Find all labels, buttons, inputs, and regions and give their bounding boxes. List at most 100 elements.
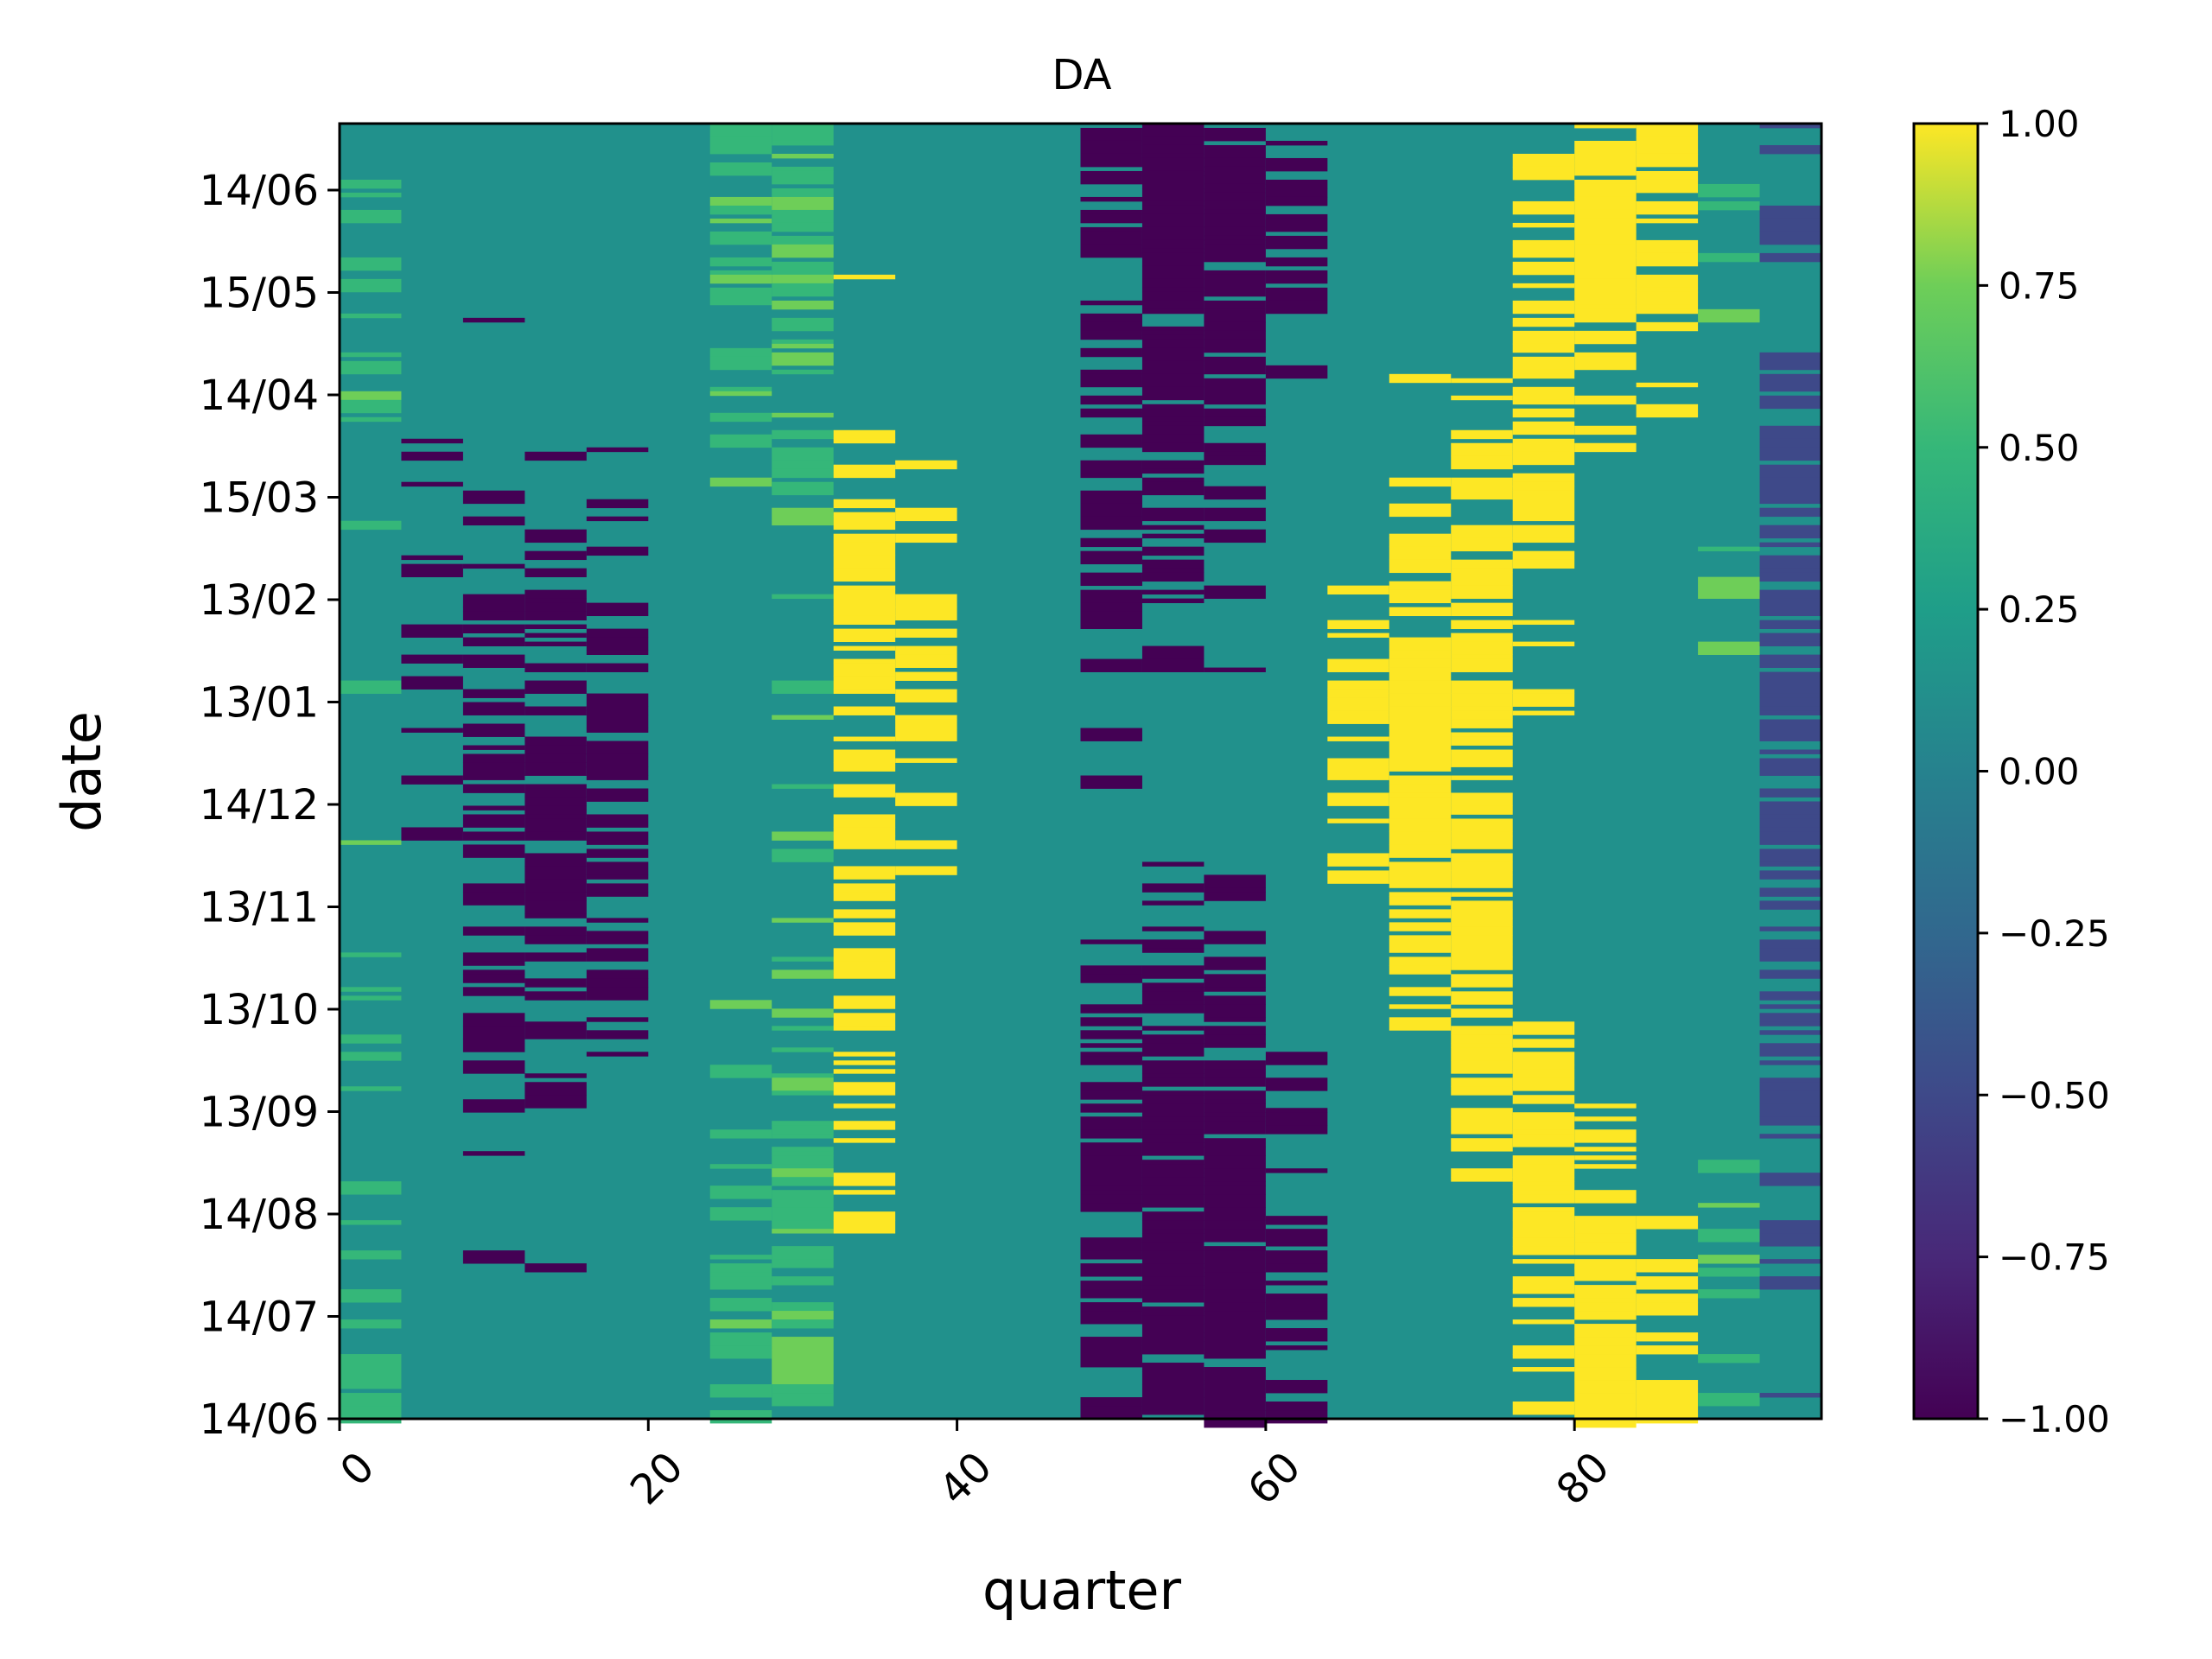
heatmap-cell (1759, 814, 1821, 819)
heatmap-cell (1451, 1043, 1513, 1048)
heatmap-cell (1574, 442, 1637, 453)
y-tick-label: 14/06 (200, 1395, 319, 1444)
heatmap-cell (586, 715, 649, 728)
heatmap-cell (1759, 1393, 1821, 1398)
heatmap-cell (1574, 1380, 1637, 1394)
heatmap-cell (524, 900, 587, 914)
heatmap-cell (772, 1190, 834, 1195)
heatmap-cell (1080, 1311, 1142, 1325)
heatmap-cell (772, 1259, 834, 1268)
heatmap-cell (1451, 918, 1513, 927)
heatmap-cell (709, 300, 772, 306)
heatmap-cell (1451, 632, 1513, 642)
heatmap-cell (1389, 957, 1452, 966)
heatmap-cell (1141, 1116, 1205, 1122)
heatmap-cell (1204, 1220, 1266, 1230)
y-tick-label: 13/09 (200, 1089, 319, 1137)
heatmap-cell (1759, 352, 1821, 366)
heatmap-cell (1265, 196, 1328, 207)
heatmap-cell (1574, 1402, 1637, 1407)
heatmap-cell (833, 948, 896, 962)
heatmap-cell (772, 170, 834, 185)
heatmap-cell (340, 278, 402, 293)
heatmap-cell (462, 961, 525, 966)
heatmap-cell (1080, 412, 1142, 418)
heatmap-cell (1512, 1298, 1575, 1307)
heatmap-cell (1574, 1302, 1637, 1312)
heatmap-cell (1327, 857, 1389, 867)
heatmap-cell (1080, 196, 1142, 202)
heatmap-cell (772, 969, 834, 979)
heatmap-cell (1141, 326, 1205, 332)
heatmap-cell (524, 568, 587, 578)
heatmap-cell (1512, 490, 1575, 500)
y-tick-label: 13/11 (200, 884, 319, 932)
heatmap-cell (833, 676, 896, 690)
heatmap-cell (833, 615, 896, 626)
heatmap-cell (1080, 1250, 1142, 1255)
heatmap-cell (586, 546, 649, 556)
heatmap-cell (1512, 1134, 1575, 1147)
heatmap-cell (586, 892, 649, 897)
heatmap-cell (1574, 270, 1637, 280)
heatmap-cell (1204, 128, 1266, 142)
heatmap-cell (772, 209, 834, 224)
heatmap-cell (1080, 1203, 1142, 1212)
heatmap-cell (833, 537, 896, 543)
heatmap-cell (1451, 935, 1513, 944)
heatmap-cell (1389, 537, 1452, 548)
colorbar-tick-label: −0.50 (1999, 1074, 2110, 1116)
heatmap-cell (709, 196, 772, 207)
heatmap-cell (1759, 425, 1821, 440)
heatmap-cell (772, 124, 834, 129)
heatmap-cell (833, 429, 896, 440)
heatmap-cell (1759, 533, 1821, 539)
heatmap-cell (1141, 559, 1205, 569)
heatmap-cell (1265, 235, 1328, 250)
plot-frame (338, 122, 1823, 1421)
heatmap-cell (1698, 576, 1760, 587)
heatmap-cell (1080, 572, 1142, 587)
heatmap-cell (524, 706, 587, 711)
heatmap-cell (1759, 710, 1821, 715)
heatmap-cell (524, 818, 587, 832)
heatmap-cell (1512, 1077, 1575, 1091)
heatmap-cell (1141, 330, 1205, 336)
heatmap-cell (772, 1147, 834, 1152)
heatmap-cell (1204, 188, 1266, 194)
heatmap-cell (1512, 1181, 1575, 1186)
heatmap-cell (1141, 568, 1205, 574)
heatmap-cell (1204, 166, 1266, 176)
heatmap-cell (1574, 1233, 1637, 1243)
heatmap-cell (709, 1263, 772, 1273)
heatmap-cell (1451, 831, 1513, 836)
heatmap-cell (401, 728, 463, 733)
heatmap-cell (1080, 728, 1142, 737)
heatmap-cell (1265, 218, 1328, 232)
heatmap-cell (833, 1103, 896, 1109)
heatmap-cell (524, 797, 587, 806)
heatmap-cell (1080, 373, 1142, 379)
heatmap-cell (709, 1276, 772, 1290)
heatmap-cell (1451, 1177, 1513, 1182)
heatmap-cell (709, 205, 772, 215)
heatmap-cell (340, 1319, 402, 1329)
y-axis: 14/06 14/07 14/08 13/09 13/10 13/11 14/12 13/01… (200, 167, 340, 1444)
heatmap-cell (1204, 974, 1266, 988)
heatmap-cell (1512, 386, 1575, 392)
heatmap-cell (1574, 1224, 1637, 1234)
heatmap-cell (1204, 1367, 1266, 1376)
heatmap-cell (1141, 360, 1205, 375)
heatmap-cell (1141, 477, 1205, 483)
heatmap-cell (586, 1030, 649, 1039)
heatmap-cell (772, 1246, 834, 1260)
y-tick-label: 14/12 (200, 781, 319, 830)
heatmap-cell (524, 892, 587, 901)
heatmap-cell (524, 1263, 587, 1273)
heatmap-cell (833, 1138, 896, 1143)
heatmap-cell (1141, 425, 1205, 435)
heatmap-cell (772, 1376, 834, 1385)
heatmap-cell (401, 827, 463, 841)
heatmap-cell (1574, 304, 1637, 310)
heatmap-cell (401, 555, 463, 561)
